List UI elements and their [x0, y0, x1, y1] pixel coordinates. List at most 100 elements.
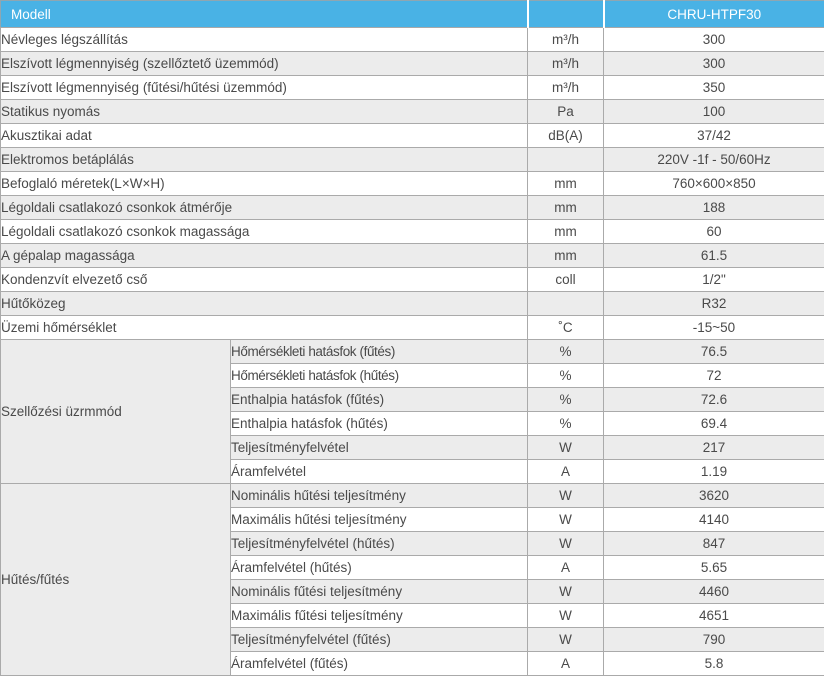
unit-cell: A: [528, 652, 604, 676]
unit-cell: W: [528, 580, 604, 604]
value-cell: -15~50: [604, 316, 824, 340]
header-model-value-cell: CHRU-HTPF30: [604, 1, 824, 28]
param-name-cell: Légoldali csatlakozó csonkok magassága: [1, 220, 528, 244]
value-cell: 100: [604, 100, 824, 124]
unit-cell: W: [528, 604, 604, 628]
param-name-cell: Akusztikai adat: [1, 124, 528, 148]
sub-param-cell: Áramfelvétel (fűtés): [231, 652, 528, 676]
table-row: Elszívott légmennyiség (fűtési/hűtési üz…: [1, 76, 824, 100]
unit-cell: W: [528, 628, 604, 652]
sub-param-cell: Enthalpia hatásfok (fűtés): [231, 388, 528, 412]
unit-cell: [528, 148, 604, 172]
sub-param-cell: Áramfelvétel: [231, 460, 528, 484]
unit-cell: W: [528, 436, 604, 460]
unit-cell: dB(A): [528, 124, 604, 148]
table-row: Elektromos betáplálás 220V -1f - 50/60Hz: [1, 148, 824, 172]
unit-cell: mm: [528, 244, 604, 268]
unit-cell: mm: [528, 220, 604, 244]
value-cell: R32: [604, 292, 824, 316]
unit-cell: m³/h: [528, 52, 604, 76]
value-cell: 300: [604, 52, 824, 76]
value-cell: 217: [604, 436, 824, 460]
value-cell: 1.19: [604, 460, 824, 484]
value-cell: 5.8: [604, 652, 824, 676]
unit-cell: %: [528, 340, 604, 364]
group-label-cell: Hűtés/fűtés: [1, 484, 231, 676]
unit-cell: A: [528, 460, 604, 484]
unit-cell: mm: [528, 172, 604, 196]
table-row: Hűtőközeg R32: [1, 292, 824, 316]
value-cell: 300: [604, 28, 824, 52]
value-cell: 4460: [604, 580, 824, 604]
value-cell: 4140: [604, 508, 824, 532]
param-name-cell: Statikus nyomás: [1, 100, 528, 124]
unit-cell: m³/h: [528, 76, 604, 100]
sub-param-cell: Hőmérsékleti hatásfok (fűtés): [231, 340, 528, 364]
unit-cell: %: [528, 412, 604, 436]
value-cell: 60: [604, 220, 824, 244]
sub-param-cell: Teljesítményfelvétel (fűtés): [231, 628, 528, 652]
value-cell: 72: [604, 364, 824, 388]
value-cell: 72.6: [604, 388, 824, 412]
unit-cell: %: [528, 364, 604, 388]
value-cell: 1/2": [604, 268, 824, 292]
param-name-cell: Kondenzvít elvezető cső: [1, 268, 528, 292]
sub-param-cell: Nominális hűtési teljesítmény: [231, 484, 528, 508]
unit-cell: Pa: [528, 100, 604, 124]
value-cell: 69.4: [604, 412, 824, 436]
table-row: Üzemi hőmérséklet˚C-15~50: [1, 316, 824, 340]
param-name-cell: Névleges légszállítás: [1, 28, 528, 52]
param-name-cell: Elektromos betáplálás: [1, 148, 528, 172]
table-row: Elszívott légmennyiség (szellőztető üzem…: [1, 52, 824, 76]
sub-param-cell: Áramfelvétel (hűtés): [231, 556, 528, 580]
unit-cell: %: [528, 388, 604, 412]
value-cell: 61.5: [604, 244, 824, 268]
unit-cell: mm: [528, 196, 604, 220]
sub-param-cell: Teljesítményfelvétel (hűtés): [231, 532, 528, 556]
param-name-cell: Elszívott légmennyiség (fűtési/hűtési üz…: [1, 76, 528, 100]
value-cell: 790: [604, 628, 824, 652]
unit-cell: W: [528, 508, 604, 532]
param-name-cell: Hűtőközeg: [1, 292, 528, 316]
param-name-cell: Légoldali csatlakozó csonkok átmérője: [1, 196, 528, 220]
value-cell: 350: [604, 76, 824, 100]
sub-param-cell: Nominális fűtési teljesítmény: [231, 580, 528, 604]
param-name-cell: Elszívott légmennyiség (szellőztető üzem…: [1, 52, 528, 76]
sub-param-cell: Maximális hűtési teljesítmény: [231, 508, 528, 532]
param-name-cell: Üzemi hőmérséklet: [1, 316, 528, 340]
unit-cell: W: [528, 484, 604, 508]
header-unit-cell: [528, 1, 604, 28]
sub-param-cell: Maximális fűtési teljesítmény: [231, 604, 528, 628]
unit-cell: W: [528, 532, 604, 556]
unit-cell: m³/h: [528, 28, 604, 52]
value-cell: 76.5: [604, 340, 824, 364]
sub-param-cell: Hőmérsékleti hatásfok (hűtés): [231, 364, 528, 388]
value-cell: 760×600×850: [604, 172, 824, 196]
value-cell: 3620: [604, 484, 824, 508]
value-cell: 188: [604, 196, 824, 220]
unit-cell: [528, 292, 604, 316]
value-cell: 37/42: [604, 124, 824, 148]
unit-cell: coll: [528, 268, 604, 292]
table-header-row: Modell CHRU-HTPF30: [1, 1, 824, 28]
unit-cell: ˚C: [528, 316, 604, 340]
sub-param-cell: Enthalpia hatásfok (hűtés): [231, 412, 528, 436]
value-cell: 220V -1f - 50/60Hz: [604, 148, 824, 172]
param-name-cell: A gépalap magassága: [1, 244, 528, 268]
sub-param-cell: Teljesítményfelvétel: [231, 436, 528, 460]
param-name-cell: Befoglaló méretek(L×W×H): [1, 172, 528, 196]
header-model-cell: Modell: [1, 1, 528, 28]
value-cell: 5.65: [604, 556, 824, 580]
unit-cell: A: [528, 556, 604, 580]
value-cell: 847: [604, 532, 824, 556]
